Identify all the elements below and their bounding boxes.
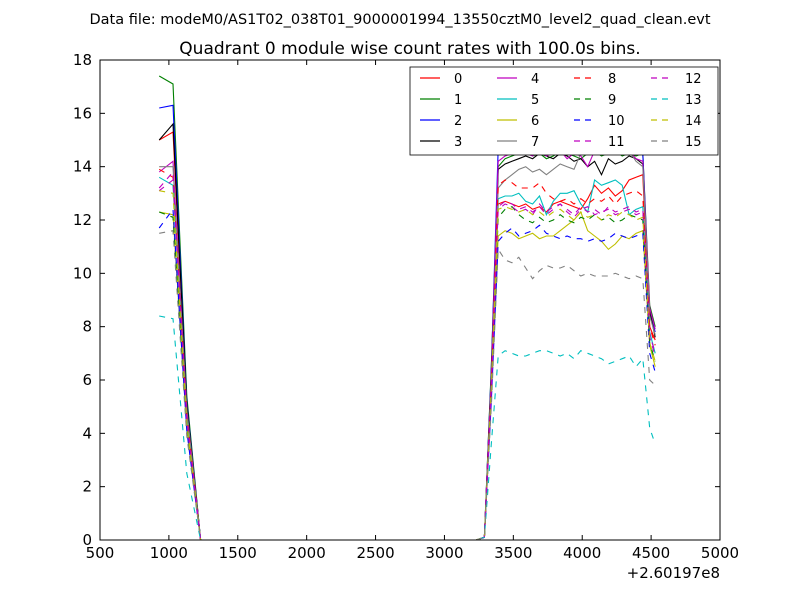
legend-box [409, 66, 719, 156]
legend-label-4: 4 [531, 72, 539, 87]
legend-label-5: 5 [531, 93, 539, 108]
legend-label-12: 12 [685, 72, 702, 87]
y-tick-label: 8 [82, 318, 92, 336]
y-tick-label: 10 [73, 264, 92, 282]
legend-label-7: 7 [531, 135, 539, 150]
y-tick-label: 18 [73, 51, 92, 69]
x-tick-label: 500 [86, 544, 115, 562]
legend-label-14: 14 [685, 114, 702, 129]
x-tick-label: 4000 [563, 544, 601, 562]
y-tick-label: 0 [82, 531, 92, 549]
y-tick-label: 4 [82, 424, 92, 442]
legend-label-6: 6 [531, 114, 539, 129]
legend-label-8: 8 [608, 72, 616, 87]
legend-label-0: 0 [454, 72, 462, 87]
y-tick-label: 12 [73, 211, 92, 229]
x-offset-label: +2.60197e8 [627, 564, 720, 582]
plot-frame [99, 59, 721, 541]
series-line-13 [159, 315, 656, 541]
figure-suptitle: Data file: modeM0/AS1T02_038T01_90000019… [89, 12, 710, 28]
y-tick-label: 2 [82, 478, 92, 496]
legend-label-15: 15 [685, 135, 702, 150]
x-tick-label: 5000 [701, 544, 739, 562]
y-tick-label: 14 [73, 158, 92, 176]
x-tick-label: 2000 [288, 544, 326, 562]
y-tick-label: 6 [82, 371, 92, 389]
legend-label-10: 10 [608, 114, 625, 129]
x-tick-label: 1500 [219, 544, 257, 562]
y-tick-label: 16 [73, 104, 92, 122]
x-tick-label: 4500 [632, 544, 670, 562]
legend-label-1: 1 [454, 93, 462, 108]
legend-label-13: 13 [685, 93, 702, 108]
chart-title: Quadrant 0 module wise count rates with … [179, 39, 640, 59]
series-line-15 [159, 230, 656, 541]
legend-label-11: 11 [608, 135, 625, 150]
x-tick-label: 3000 [425, 544, 463, 562]
series-line-10 [158, 207, 656, 541]
x-tick-label: 3500 [494, 544, 532, 562]
series-line-8 [158, 168, 656, 541]
x-tick-label: 2500 [356, 544, 394, 562]
x-tick-label: 1000 [150, 544, 188, 562]
legend-label-3: 3 [454, 135, 462, 150]
legend-label-9: 9 [608, 93, 616, 108]
legend-label-2: 2 [454, 114, 462, 129]
